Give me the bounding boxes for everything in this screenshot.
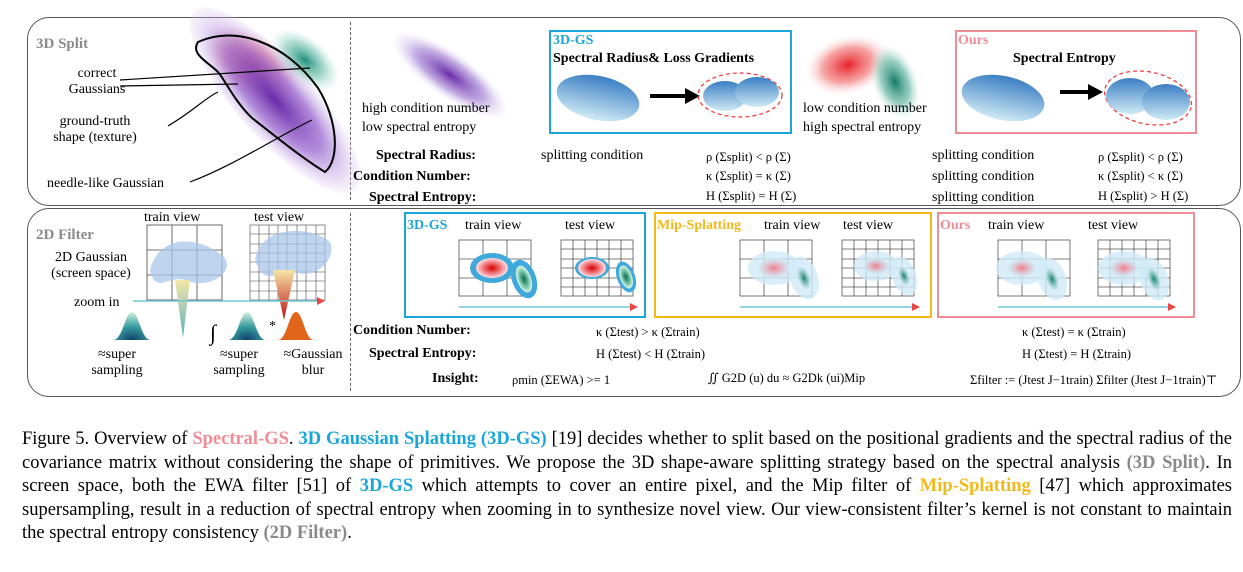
caption-3dgs-full: 3D Gaussian Splatting (3D-GS)	[298, 429, 547, 449]
caption-2d-filter: (2D Filter)	[263, 523, 348, 544]
split-row-label-2: Spectral Entropy:	[369, 190, 477, 205]
split-3dgs-diagram	[556, 72, 783, 122]
filter-3dgs-train: train view	[465, 218, 522, 233]
split-row-mid-eq-1: κ (Σsplit) = κ (Σ)	[706, 169, 791, 183]
ground-truth-label: ground-truth shape (texture)	[53, 114, 137, 145]
filter-row-right-eq-0: κ (Σtest) = κ (Σtrain)	[1022, 325, 1126, 339]
filter-ours-box	[937, 212, 1195, 318]
split-row-right-2: splitting condition	[932, 190, 1035, 205]
split-ours-title: Spectral Entropy	[1013, 51, 1116, 66]
filter-panel	[27, 208, 1241, 397]
split-row-right-eq-0: ρ (Σsplit) < ρ (Σ)	[1098, 150, 1183, 164]
split-illustration	[119, 7, 361, 193]
filter-row-mid-eq-1: H (Σtest) < H (Σtrain)	[596, 347, 706, 361]
split-divider	[350, 22, 351, 200]
figure-caption: Figure 5. Overview of Spectral-GS. 3D Ga…	[22, 429, 1233, 544]
high-entropy-label: high spectral entropy	[803, 120, 922, 135]
caption-spectral-gs: Spectral-GS	[192, 429, 289, 449]
filter-mip-train: train view	[764, 218, 821, 233]
filter-3dgs-test: test view	[565, 218, 616, 233]
gaussian-blur: ≈Gaussian blur	[283, 347, 343, 378]
zoom-in-label: zoom in	[74, 295, 120, 310]
split-3dgs-title: Spectral Radius& Loss Gradients	[553, 51, 755, 66]
filter-mip-label: Mip-Splatting	[657, 218, 742, 233]
split-row-right-eq-1: κ (Σsplit) < κ (Σ)	[1098, 169, 1183, 183]
filter-3dgs-label: 3D-GS	[407, 218, 448, 233]
caption-3dgs: 3D-GS	[359, 476, 414, 497]
split-section-label: 3D Split	[36, 36, 89, 52]
needle-label: needle-like Gaussian	[47, 176, 165, 191]
filter-row-right-eq-1: H (Σtest) = H (Σtrain)	[1022, 347, 1132, 361]
split-ours-label: Ours	[958, 33, 989, 48]
filter-ours-train: train view	[988, 218, 1045, 233]
super-sampling-2: ≈super sampling	[213, 347, 265, 378]
high-cond-label: high condition number	[362, 101, 490, 116]
filter-left-illustration: ∫ *	[113, 224, 332, 346]
filter-divider	[350, 213, 351, 391]
filter-row-mid-eq-2: ∬ G2D (u) du ≈ G2Dk (ui)Mip	[708, 371, 866, 385]
split-row-label-1: Condition Number:	[353, 169, 471, 184]
filter-row-left-eq-2: ρmin (ΣEWA) >= 1	[512, 373, 611, 387]
split-row-right-0: splitting condition	[932, 148, 1035, 163]
filter-row-label-0: Condition Number:	[353, 323, 471, 338]
low-cond-label: low condition number	[803, 101, 927, 116]
split-ours-box	[955, 30, 1197, 134]
split-row-mid-0: splitting condition	[541, 148, 644, 163]
filter-mip-test: test view	[843, 218, 894, 233]
svg-text:∫: ∫	[208, 320, 218, 346]
split-row-right-1: splitting condition	[932, 169, 1035, 184]
split-ours-diagram	[961, 70, 1192, 126]
filter-section-label: 2D Filter	[36, 227, 94, 243]
correct-gaussians-label: correct Gaussians	[68, 66, 126, 97]
caption-3d-split: (3D Split)	[1126, 452, 1206, 473]
split-row-mid-eq-2: H (Σsplit) = H (Σ)	[706, 189, 797, 203]
filter-ours-test: test view	[1088, 218, 1139, 233]
caption-mip: Mip-Splatting	[919, 476, 1031, 497]
split-row-label-0: Spectral Radius:	[376, 148, 476, 163]
filter-3dgs-box	[404, 212, 646, 318]
split-row-mid-eq-0: ρ (Σsplit) < ρ (Σ)	[706, 150, 791, 164]
gaussian-2d-label: 2D Gaussian (screen space)	[51, 250, 131, 281]
filter-row-mid-eq-0: κ (Σtest) > κ (Σtrain)	[596, 325, 700, 339]
filter-method-diagrams	[458, 239, 1176, 311]
two-gaussians	[806, 35, 920, 119]
filter-row-right-eq-2: Σfilter := (Jtest J−1train) Σfilter (Jte…	[970, 373, 1218, 387]
split-3dgs-box	[549, 30, 792, 134]
filter-row-label-2: Insight:	[432, 371, 479, 386]
filter-train-view-left: train view	[144, 210, 201, 225]
svg-text:*: *	[269, 319, 276, 334]
elongated-gaussian	[392, 32, 508, 118]
filter-test-view-left: test view	[254, 210, 305, 225]
split-3dgs-label: 3D-GS	[553, 33, 594, 48]
super-sampling-1: ≈super sampling	[91, 347, 143, 378]
filter-mip-box	[654, 212, 932, 318]
filter-ours-label: Ours	[940, 218, 971, 233]
filter-row-label-1: Spectral Entropy:	[369, 346, 477, 361]
split-row-right-eq-2: H (Σsplit) > H (Σ)	[1098, 189, 1189, 203]
low-entropy-label: low spectral entropy	[362, 120, 477, 135]
